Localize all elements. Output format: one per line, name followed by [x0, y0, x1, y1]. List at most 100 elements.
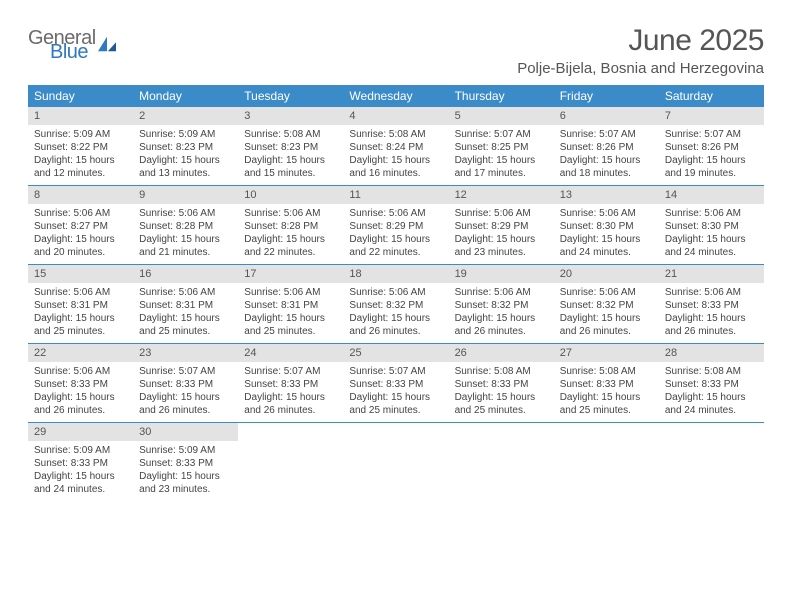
daylight-text-1: Daylight: 15 hours	[34, 312, 127, 325]
header: General Blue June 2025 Polje-Bijela, Bos…	[28, 24, 764, 77]
day-header-sun: Sunday	[28, 85, 133, 107]
day-cell: 18Sunrise: 5:06 AMSunset: 8:32 PMDayligh…	[343, 265, 448, 343]
sunset-text: Sunset: 8:26 PM	[560, 141, 653, 154]
logo-word-blue: Blue	[50, 42, 96, 62]
day-body: Sunrise: 5:09 AMSunset: 8:23 PMDaylight:…	[133, 125, 238, 184]
daylight-text-2: and 23 minutes.	[455, 246, 548, 259]
sunrise-text: Sunrise: 5:07 AM	[560, 128, 653, 141]
day-cell: 23Sunrise: 5:07 AMSunset: 8:33 PMDayligh…	[133, 344, 238, 422]
day-cell: 10Sunrise: 5:06 AMSunset: 8:28 PMDayligh…	[238, 186, 343, 264]
day-cell: 6Sunrise: 5:07 AMSunset: 8:26 PMDaylight…	[554, 107, 659, 185]
day-cell: 24Sunrise: 5:07 AMSunset: 8:33 PMDayligh…	[238, 344, 343, 422]
daylight-text-2: and 25 minutes.	[455, 404, 548, 417]
week-row: 8Sunrise: 5:06 AMSunset: 8:27 PMDaylight…	[28, 186, 764, 265]
day-header-mon: Monday	[133, 85, 238, 107]
daylight-text-2: and 25 minutes.	[139, 325, 232, 338]
logo-text: General Blue	[28, 28, 96, 62]
daylight-text-2: and 13 minutes.	[139, 167, 232, 180]
day-body: Sunrise: 5:07 AMSunset: 8:33 PMDaylight:…	[133, 362, 238, 421]
day-body: Sunrise: 5:08 AMSunset: 8:33 PMDaylight:…	[659, 362, 764, 421]
sunrise-text: Sunrise: 5:06 AM	[244, 286, 337, 299]
daylight-text-1: Daylight: 15 hours	[455, 391, 548, 404]
daylight-text-1: Daylight: 15 hours	[665, 154, 758, 167]
daylight-text-2: and 23 minutes.	[139, 483, 232, 496]
sunset-text: Sunset: 8:31 PM	[34, 299, 127, 312]
sunrise-text: Sunrise: 5:07 AM	[244, 365, 337, 378]
day-header-wed: Wednesday	[343, 85, 448, 107]
daylight-text-1: Daylight: 15 hours	[349, 233, 442, 246]
sunrise-text: Sunrise: 5:08 AM	[244, 128, 337, 141]
daylight-text-1: Daylight: 15 hours	[34, 154, 127, 167]
daylight-text-1: Daylight: 15 hours	[665, 391, 758, 404]
daylight-text-2: and 25 minutes.	[349, 404, 442, 417]
day-cell: 5Sunrise: 5:07 AMSunset: 8:25 PMDaylight…	[449, 107, 554, 185]
day-body: Sunrise: 5:06 AMSunset: 8:29 PMDaylight:…	[343, 204, 448, 263]
day-cell: 12Sunrise: 5:06 AMSunset: 8:29 PMDayligh…	[449, 186, 554, 264]
day-cell: 15Sunrise: 5:06 AMSunset: 8:31 PMDayligh…	[28, 265, 133, 343]
day-number: 29	[28, 423, 133, 441]
sunset-text: Sunset: 8:33 PM	[34, 378, 127, 391]
daylight-text-1: Daylight: 15 hours	[455, 233, 548, 246]
daylight-text-1: Daylight: 15 hours	[244, 154, 337, 167]
empty-cell	[659, 423, 764, 501]
day-body: Sunrise: 5:06 AMSunset: 8:30 PMDaylight:…	[554, 204, 659, 263]
day-header-fri: Friday	[554, 85, 659, 107]
daylight-text-1: Daylight: 15 hours	[560, 391, 653, 404]
daylight-text-2: and 16 minutes.	[349, 167, 442, 180]
sunset-text: Sunset: 8:33 PM	[139, 378, 232, 391]
daylight-text-2: and 22 minutes.	[349, 246, 442, 259]
sunset-text: Sunset: 8:22 PM	[34, 141, 127, 154]
sunrise-text: Sunrise: 5:06 AM	[349, 286, 442, 299]
daylight-text-1: Daylight: 15 hours	[560, 154, 653, 167]
sunrise-text: Sunrise: 5:07 AM	[665, 128, 758, 141]
day-cell: 3Sunrise: 5:08 AMSunset: 8:23 PMDaylight…	[238, 107, 343, 185]
daylight-text-1: Daylight: 15 hours	[349, 154, 442, 167]
daylight-text-1: Daylight: 15 hours	[139, 312, 232, 325]
sunset-text: Sunset: 8:33 PM	[34, 457, 127, 470]
day-cell: 11Sunrise: 5:06 AMSunset: 8:29 PMDayligh…	[343, 186, 448, 264]
daylight-text-2: and 24 minutes.	[665, 404, 758, 417]
day-number: 30	[133, 423, 238, 441]
day-cell: 1Sunrise: 5:09 AMSunset: 8:22 PMDaylight…	[28, 107, 133, 185]
daylight-text-1: Daylight: 15 hours	[349, 391, 442, 404]
day-cell: 2Sunrise: 5:09 AMSunset: 8:23 PMDaylight…	[133, 107, 238, 185]
daylight-text-1: Daylight: 15 hours	[34, 233, 127, 246]
day-cell: 13Sunrise: 5:06 AMSunset: 8:30 PMDayligh…	[554, 186, 659, 264]
sunrise-text: Sunrise: 5:08 AM	[665, 365, 758, 378]
sunrise-text: Sunrise: 5:06 AM	[244, 207, 337, 220]
daylight-text-2: and 25 minutes.	[34, 325, 127, 338]
calendar-grid: Sunday Monday Tuesday Wednesday Thursday…	[28, 85, 764, 501]
day-number: 20	[554, 265, 659, 283]
sunset-text: Sunset: 8:33 PM	[665, 378, 758, 391]
sunset-text: Sunset: 8:31 PM	[244, 299, 337, 312]
sunset-text: Sunset: 8:25 PM	[455, 141, 548, 154]
daylight-text-2: and 17 minutes.	[455, 167, 548, 180]
day-cell: 20Sunrise: 5:06 AMSunset: 8:32 PMDayligh…	[554, 265, 659, 343]
day-number: 7	[659, 107, 764, 125]
weeks-container: 1Sunrise: 5:09 AMSunset: 8:22 PMDaylight…	[28, 107, 764, 501]
sunset-text: Sunset: 8:32 PM	[349, 299, 442, 312]
daylight-text-1: Daylight: 15 hours	[560, 233, 653, 246]
sunrise-text: Sunrise: 5:08 AM	[455, 365, 548, 378]
daylight-text-1: Daylight: 15 hours	[244, 312, 337, 325]
sunset-text: Sunset: 8:30 PM	[560, 220, 653, 233]
day-number: 24	[238, 344, 343, 362]
day-number: 19	[449, 265, 554, 283]
day-body: Sunrise: 5:08 AMSunset: 8:33 PMDaylight:…	[554, 362, 659, 421]
daylight-text-2: and 26 minutes.	[665, 325, 758, 338]
day-number: 11	[343, 186, 448, 204]
day-body: Sunrise: 5:08 AMSunset: 8:23 PMDaylight:…	[238, 125, 343, 184]
daylight-text-2: and 26 minutes.	[349, 325, 442, 338]
week-row: 15Sunrise: 5:06 AMSunset: 8:31 PMDayligh…	[28, 265, 764, 344]
day-body: Sunrise: 5:07 AMSunset: 8:33 PMDaylight:…	[343, 362, 448, 421]
daylight-text-1: Daylight: 15 hours	[455, 312, 548, 325]
day-header-sat: Saturday	[659, 85, 764, 107]
sunrise-text: Sunrise: 5:06 AM	[139, 286, 232, 299]
sunset-text: Sunset: 8:31 PM	[139, 299, 232, 312]
sunrise-text: Sunrise: 5:06 AM	[560, 207, 653, 220]
day-number: 9	[133, 186, 238, 204]
day-cell: 8Sunrise: 5:06 AMSunset: 8:27 PMDaylight…	[28, 186, 133, 264]
sunset-text: Sunset: 8:29 PM	[455, 220, 548, 233]
day-number: 18	[343, 265, 448, 283]
month-title: June 2025	[517, 24, 764, 58]
